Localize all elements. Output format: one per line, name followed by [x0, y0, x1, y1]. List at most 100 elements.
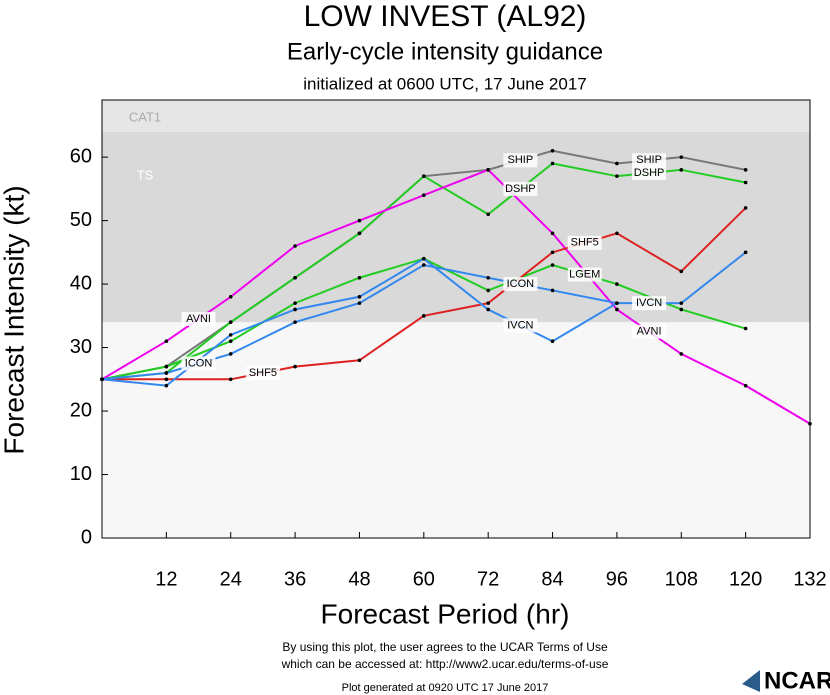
x-tick-label: 24: [220, 568, 242, 590]
series-label: DSHP: [505, 183, 536, 195]
series-line: [101, 168, 811, 425]
series-label: DSHP: [634, 167, 665, 179]
chart-subtitle: initialized at 0600 UTC, 17 June 2017: [303, 74, 587, 93]
data-point: [164, 364, 169, 369]
series-label: AVNI: [637, 326, 662, 338]
x-tick-label: 12: [155, 568, 177, 590]
series-label: ICON: [507, 278, 535, 290]
data-point: [357, 358, 362, 363]
y-tick-label: 40: [70, 272, 92, 294]
plot-frame: [101, 99, 811, 539]
x-tick-label: 84: [541, 568, 563, 590]
data-point: [357, 301, 362, 305]
data-point: [422, 193, 426, 198]
series-label: ICON: [185, 357, 213, 369]
series-label-bg: [632, 166, 667, 180]
series-label-bg: [503, 277, 538, 292]
data-point: [228, 294, 233, 299]
series-label-bg: [632, 324, 667, 339]
series-label-bg: [567, 267, 602, 282]
data-point: [486, 168, 490, 172]
data-point: [743, 180, 748, 185]
data-point: [743, 206, 748, 210]
data-point: [293, 307, 297, 312]
data-point: [679, 301, 684, 305]
data-point: [550, 148, 555, 153]
intensity-band: [102, 100, 810, 132]
data-point: [422, 263, 426, 267]
series-label: SHIP: [508, 154, 534, 166]
series-label: IVCN: [636, 297, 662, 309]
y-tick-label: 0: [81, 526, 92, 548]
data-point: [164, 383, 169, 388]
y-tick-label: 60: [70, 145, 92, 167]
series-label-bg: [503, 181, 538, 196]
data-point: [293, 275, 297, 280]
data-point: [679, 168, 684, 172]
data-point: [743, 250, 748, 255]
data-point: [550, 339, 555, 344]
data-point: [357, 275, 362, 280]
series-label: LGEM: [569, 268, 600, 280]
data-point: [615, 174, 619, 178]
data-point: [615, 231, 619, 236]
series-label-bg: [181, 356, 216, 371]
footer: which can be accessed at: http://www2.uc…: [281, 657, 609, 671]
data-point: [357, 218, 362, 223]
data-point: [550, 263, 555, 267]
data-point: [679, 307, 684, 312]
series-label-bg: [567, 235, 602, 250]
data-point: [615, 307, 619, 312]
data-point: [422, 256, 426, 261]
data-point: [486, 212, 490, 217]
series-label: SHF5: [249, 367, 277, 379]
series-label: SHIP: [636, 154, 662, 166]
data-point: [615, 301, 619, 305]
data-point: [679, 269, 684, 274]
series-label: SHF5: [571, 237, 599, 249]
band-label: CAT1: [129, 109, 161, 124]
data-point: [550, 250, 555, 255]
x-tick-label: 108: [665, 568, 698, 590]
x-tick-label: 96: [606, 568, 628, 590]
series-label-bg: [503, 318, 538, 333]
data-point: [615, 161, 619, 166]
y-tick-label: 30: [70, 336, 92, 358]
series-label-bg: [632, 153, 667, 168]
data-point: [486, 275, 490, 280]
x-axis-label: Forecast Period (hr): [321, 598, 570, 629]
data-point: [550, 231, 555, 236]
series-label: IVCN: [507, 319, 533, 331]
data-point: [357, 294, 362, 299]
data-point: [486, 288, 490, 293]
y-tick-label: 10: [70, 463, 92, 485]
data-point: [743, 168, 748, 172]
y-tick-label: 20: [70, 399, 92, 421]
logo: NCAR: [764, 667, 830, 694]
series-label-bg: [632, 296, 667, 311]
x-tick-label: 72: [477, 568, 499, 590]
series-label-bg: [503, 153, 538, 168]
data-point: [357, 231, 362, 236]
data-point: [228, 339, 233, 344]
data-point: [743, 383, 748, 388]
logo-mark: [742, 670, 760, 692]
x-tick-label: 48: [348, 568, 370, 590]
data-point: [293, 364, 297, 369]
data-point: [422, 314, 426, 318]
data-point: [228, 320, 233, 324]
data-point: [679, 352, 684, 356]
data-point: [679, 155, 684, 159]
data-point: [228, 352, 233, 356]
data-point: [743, 326, 748, 331]
data-point: [422, 174, 426, 178]
footer: Plot generated at 0920 UTC 17 June 2017: [342, 682, 549, 694]
data-point: [293, 301, 297, 305]
data-point: [550, 161, 555, 166]
series-label: AVNI: [186, 313, 211, 325]
series-label-bg: [181, 312, 216, 326]
data-point: [486, 307, 490, 312]
data-point: [615, 282, 619, 286]
series-label-bg: [245, 365, 280, 380]
